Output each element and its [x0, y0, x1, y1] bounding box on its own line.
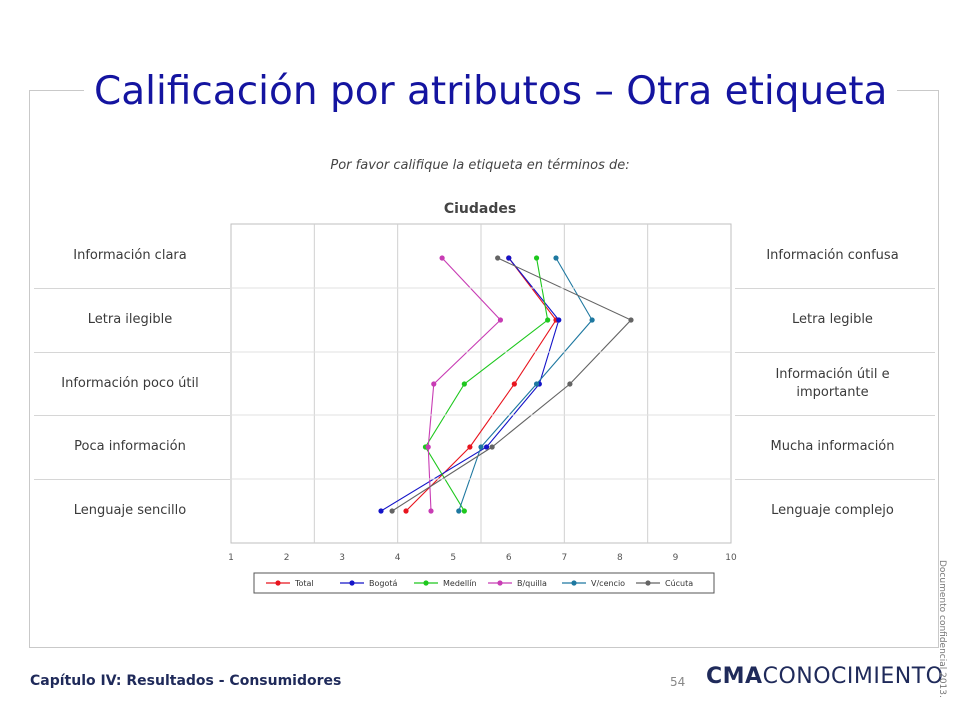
legend-marker — [349, 580, 355, 586]
legend-label: Medellín — [443, 579, 477, 588]
row-separator — [735, 415, 935, 416]
row-separator — [735, 288, 935, 289]
data-point — [428, 508, 434, 514]
right-attribute-label: Lenguaje complejo — [771, 503, 894, 518]
data-point — [425, 444, 431, 450]
data-point — [506, 255, 512, 261]
data-point — [461, 381, 467, 387]
data-point — [483, 444, 490, 450]
legend-marker — [497, 580, 503, 586]
data-point — [497, 317, 504, 323]
row-separator — [34, 352, 230, 353]
row-separator — [34, 479, 230, 480]
slide-title: Calificación por atributos – Otra etique… — [84, 66, 898, 118]
data-point — [511, 381, 517, 387]
data-point — [461, 508, 467, 514]
x-tick-label: 4 — [395, 553, 401, 563]
row-separator — [735, 479, 935, 480]
row-separator — [34, 415, 230, 416]
data-point — [431, 381, 437, 387]
left-attribute-label: Información poco útil — [61, 375, 199, 391]
logo-bold-text: CMA — [706, 664, 763, 689]
legend-marker — [645, 580, 651, 586]
logo-light-text: CONOCIMIENTO — [762, 664, 944, 689]
data-point — [403, 508, 409, 514]
data-point — [553, 255, 559, 261]
x-tick-label: 1 — [228, 553, 234, 563]
data-point — [467, 444, 473, 450]
left-attribute-label: Letra ilegible — [87, 312, 173, 327]
chart-subtitle: Por favor califique la etiqueta en térmi… — [330, 158, 630, 173]
data-point — [495, 255, 501, 261]
confidential-note: Documento confidencial 2013. — [937, 560, 947, 698]
data-point — [567, 381, 573, 387]
data-point — [533, 255, 540, 261]
legend-marker — [423, 580, 429, 586]
legend-box — [253, 572, 715, 594]
x-tick-label: 5 — [450, 553, 456, 563]
legend-label: V/cencio — [591, 579, 625, 588]
data-point — [545, 317, 551, 323]
x-tick-label: 10 — [725, 553, 737, 563]
legend-marker — [571, 580, 577, 586]
data-point — [589, 317, 595, 323]
chapter-footer: Capítulo IV: Resultados - Consumidores — [30, 673, 342, 689]
legend-label: Total — [294, 579, 314, 588]
data-point — [378, 508, 384, 514]
data-point — [478, 444, 484, 450]
legend-label: B/quilla — [517, 579, 547, 588]
series-line — [380, 257, 560, 512]
x-tick-label: 9 — [673, 553, 679, 563]
data-point — [628, 317, 634, 323]
data-point — [489, 444, 495, 450]
data-point — [556, 317, 562, 323]
right-attribute-label: Información confusa — [766, 248, 899, 263]
data-point — [439, 255, 445, 261]
legend-label: Bogotá — [369, 579, 397, 588]
row-separator — [34, 288, 230, 289]
chart-title: Ciudades — [443, 201, 517, 217]
x-tick-label: 8 — [617, 553, 623, 563]
data-point — [456, 508, 462, 514]
x-tick-label: 6 — [506, 553, 512, 563]
left-attribute-label: Lenguaje sencillo — [73, 503, 187, 518]
x-tick-label: 3 — [339, 553, 345, 563]
page-number: 54 — [670, 675, 686, 689]
legend-label: Cúcuta — [665, 579, 693, 588]
series-line — [391, 257, 632, 512]
right-attribute-label: Mucha información — [770, 439, 895, 454]
data-point — [389, 508, 395, 514]
data-point — [533, 381, 540, 387]
right-attribute-label: Información útil e importante — [775, 366, 890, 400]
row-separator — [735, 352, 935, 353]
left-attribute-label: Poca información — [74, 439, 186, 454]
x-tick-label: 2 — [284, 553, 290, 563]
legend-marker — [275, 580, 281, 586]
x-tick-label: 7 — [561, 553, 567, 563]
right-attribute-label: Letra legible — [792, 312, 873, 327]
left-attribute-label: Información clara — [73, 248, 187, 263]
company-logo: CMACONOCIMIENTO — [706, 664, 943, 689]
